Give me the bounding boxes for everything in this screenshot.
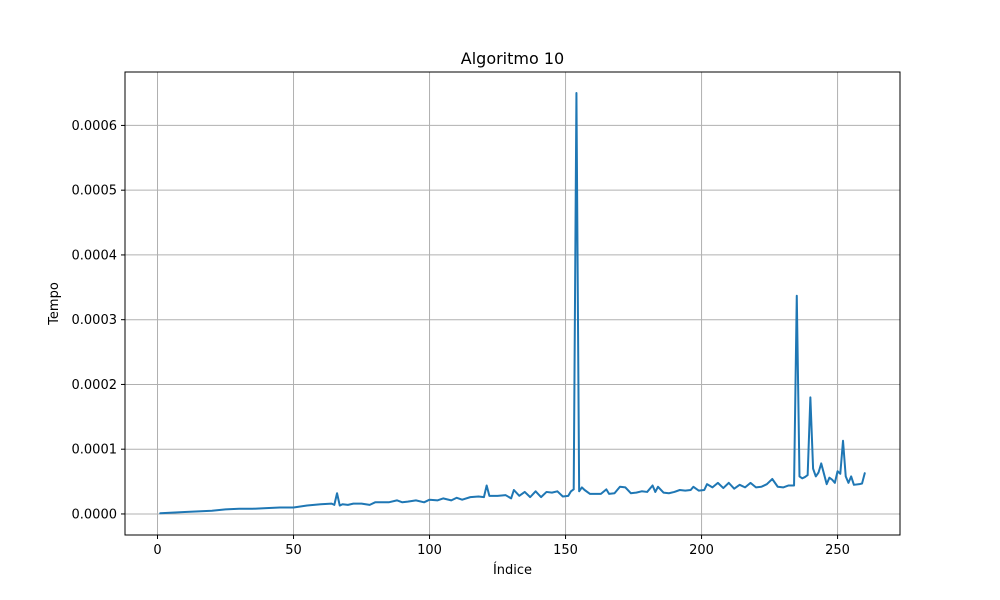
series-layer	[159, 92, 866, 515]
y-axis-ticks: 0.0000 0.0001 0.0002 0.0003 0.0004 0.0005 0.00…	[72, 119, 125, 522]
y-tick-label: 0.0001	[72, 443, 118, 458]
x-tick-label: 250	[825, 543, 850, 558]
x-tick-label: 150	[553, 543, 578, 558]
y-tick-label: 0.0006	[72, 119, 118, 134]
x-tick-label: 100	[417, 543, 442, 558]
grid-lines	[125, 72, 900, 535]
y-axis-label: Tempo	[47, 282, 62, 326]
plot-frame	[124, 71, 901, 536]
y-tick-label: 0.0005	[72, 184, 118, 199]
series-line	[159, 92, 866, 515]
x-tick-label: 200	[689, 543, 714, 558]
y-tick-label: 0.0000	[72, 507, 118, 522]
chart-title: Algoritmo 10	[461, 49, 564, 68]
x-axis-ticks: 0 50 100 150 200 250	[153, 535, 850, 558]
x-tick-label: 0	[153, 543, 161, 558]
x-tick-label: 50	[285, 543, 302, 558]
y-tick-label: 0.0003	[72, 313, 118, 328]
x-axis-label: Índice	[493, 562, 532, 578]
y-tick-label: 0.0004	[72, 248, 118, 263]
y-tick-label: 0.0002	[72, 378, 118, 393]
